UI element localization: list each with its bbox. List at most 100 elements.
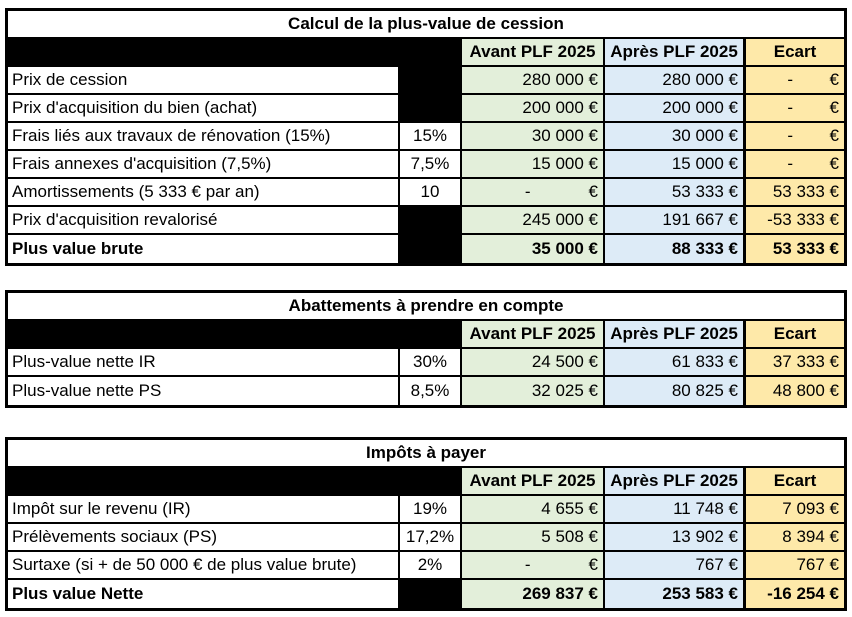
row-label: Frais liés aux travaux de rénovation (15…: [8, 123, 400, 149]
cell-ecart: 767 €: [745, 552, 844, 578]
euro-sign: €: [829, 154, 839, 173]
table-impots: Impôts à payer Avant PLF 2025 Après PLF …: [5, 437, 847, 611]
header-row: Avant PLF 2025 Après PLF 2025 Ecart: [8, 468, 844, 496]
cell-ecart: 53 333 €: [745, 179, 844, 205]
column-header-ecart: Ecart: [745, 39, 844, 65]
cell-avant: 30 000 €: [462, 123, 605, 149]
euro-sign: €: [829, 98, 839, 117]
cell-apres: 15 000 €: [605, 151, 745, 177]
cell-ecart: - €: [745, 67, 844, 93]
cell-avant: 15 000 €: [462, 151, 605, 177]
cell-apres: 767 €: [605, 552, 745, 578]
row-label: Impôt sur le revenu (IR): [8, 496, 400, 522]
cell-apres: 61 833 €: [605, 349, 745, 375]
cell-apres: 13 902 €: [605, 524, 745, 550]
cell-avant: 24 500 €: [462, 349, 605, 375]
cell-ecart: 8 394 €: [745, 524, 844, 550]
table-row: Frais liés aux travaux de rénovation (15…: [8, 123, 844, 151]
cell-apres: 11 748 €: [605, 496, 745, 522]
row-percent: 19%: [400, 496, 462, 522]
cell-apres: 80 825 €: [605, 377, 745, 405]
cell-ecart: - €: [745, 151, 844, 177]
column-header-apres: Après PLF 2025: [605, 321, 745, 347]
euro-sign: €: [588, 182, 598, 201]
cell-apres: 88 333 €: [605, 235, 745, 263]
row-label: Prix d'acquisition du bien (achat): [8, 95, 400, 121]
table-title: Impôts à payer: [8, 440, 844, 468]
euro-sign: €: [829, 126, 839, 145]
row-label: Plus-value nette PS: [8, 377, 400, 405]
euro-sign: €: [588, 555, 598, 574]
accounting-dash: -: [524, 182, 531, 201]
header-spacer-band: [8, 321, 462, 347]
row-percent: 30%: [400, 349, 462, 375]
column-header-avant: Avant PLF 2025: [462, 321, 605, 347]
column-header-apres: Après PLF 2025: [605, 39, 745, 65]
header-row: Avant PLF 2025 Après PLF 2025 Ecart: [8, 321, 844, 349]
table-body: Impôt sur le revenu (IR) 19% 4 655 €11 748…: [8, 496, 844, 608]
table-row: Prélèvements sociaux (PS) 17,2% 5 508 €13 …: [8, 524, 844, 552]
cell-avant: - €: [462, 179, 605, 205]
table-row: Plus-value nette IR 30% 24 500 €61 833 €37…: [8, 349, 844, 377]
accounting-dash: -: [787, 154, 794, 173]
row-percent: 2%: [400, 552, 462, 578]
accounting-dash: -: [787, 126, 794, 145]
header-spacer-band: [8, 468, 462, 494]
table-gap: [5, 408, 852, 437]
accounting-dash: -: [787, 98, 794, 117]
table-body: Prix de cession 280 000 €280 000 € - € Prix …: [8, 67, 844, 263]
accounting-dash: -: [524, 555, 531, 574]
row-percent: 7,5%: [400, 151, 462, 177]
cell-ecart: -53 333 €: [745, 207, 844, 233]
column-header-ecart: Ecart: [745, 321, 844, 347]
table-body: Plus-value nette IR 30% 24 500 €61 833 €37…: [8, 349, 844, 405]
table-row: Plus value Nette 269 837 €253 583 € -16 25…: [8, 580, 844, 608]
accounting-dash: -: [787, 70, 794, 89]
row-label: Plus-value nette IR: [8, 349, 400, 375]
cell-ecart: 37 333 €: [745, 349, 844, 375]
cell-apres: 53 333 €: [605, 179, 745, 205]
cell-ecart: - €: [745, 123, 844, 149]
row-label: Amortissements (5 333 € par an): [8, 179, 400, 205]
row-percent: 8,5%: [400, 377, 462, 405]
cell-ecart: 48 800 €: [745, 377, 844, 405]
row-label: Surtaxe (si + de 50 000 € de plus value …: [8, 552, 400, 578]
table-plus-value-cession: Calcul de la plus-value de cession Avant…: [5, 8, 847, 266]
row-label: Frais annexes d'acquisition (7,5%): [8, 151, 400, 177]
table-row: Frais annexes d'acquisition (7,5%) 7,5% 15…: [8, 151, 844, 179]
table-row: Prix d'acquisition revalorisé 245 000 €19…: [8, 207, 844, 235]
table-row: Plus-value nette PS 8,5% 32 025 €80 825 €4…: [8, 377, 844, 405]
cell-apres: 253 583 €: [605, 580, 745, 608]
table-title: Abattements à prendre en compte: [8, 293, 844, 321]
cell-avant: 280 000 €: [462, 67, 605, 93]
column-header-apres: Après PLF 2025: [605, 468, 745, 494]
cell-ecart: - €: [745, 95, 844, 121]
cell-avant: 4 655 €: [462, 496, 605, 522]
cell-avant: 32 025 €: [462, 377, 605, 405]
table-title: Calcul de la plus-value de cession: [8, 11, 844, 39]
cell-apres: 280 000 €: [605, 67, 745, 93]
row-percent: 17,2%: [400, 524, 462, 550]
table-gap: [5, 266, 852, 290]
table-row: Surtaxe (si + de 50 000 € de plus value …: [8, 552, 844, 580]
cell-apres: 30 000 €: [605, 123, 745, 149]
column-header-avant: Avant PLF 2025: [462, 39, 605, 65]
row-percent: 15%: [400, 123, 462, 149]
row-label: Plus value brute: [8, 235, 400, 263]
table-abattements: Abattements à prendre en compte Avant PL…: [5, 290, 847, 408]
cell-avant: 200 000 €: [462, 95, 605, 121]
cell-ecart: 7 093 €: [745, 496, 844, 522]
table-row: Prix d'acquisition du bien (achat) 200 00…: [8, 95, 844, 123]
cell-ecart: -16 254 €: [745, 580, 844, 608]
row-percent: 10: [400, 179, 462, 205]
cell-avant: 269 837 €: [462, 580, 605, 608]
row-label: Prix d'acquisition revalorisé: [8, 207, 400, 233]
row-label: Prix de cession: [8, 67, 400, 93]
table-row: Prix de cession 280 000 €280 000 € - €: [8, 67, 844, 95]
cell-apres: 191 667 €: [605, 207, 745, 233]
row-percent-blank: [400, 580, 462, 608]
cell-apres: 200 000 €: [605, 95, 745, 121]
header-row: Avant PLF 2025 Après PLF 2025 Ecart: [8, 39, 844, 67]
cell-avant: - €: [462, 552, 605, 578]
euro-sign: €: [829, 70, 839, 89]
